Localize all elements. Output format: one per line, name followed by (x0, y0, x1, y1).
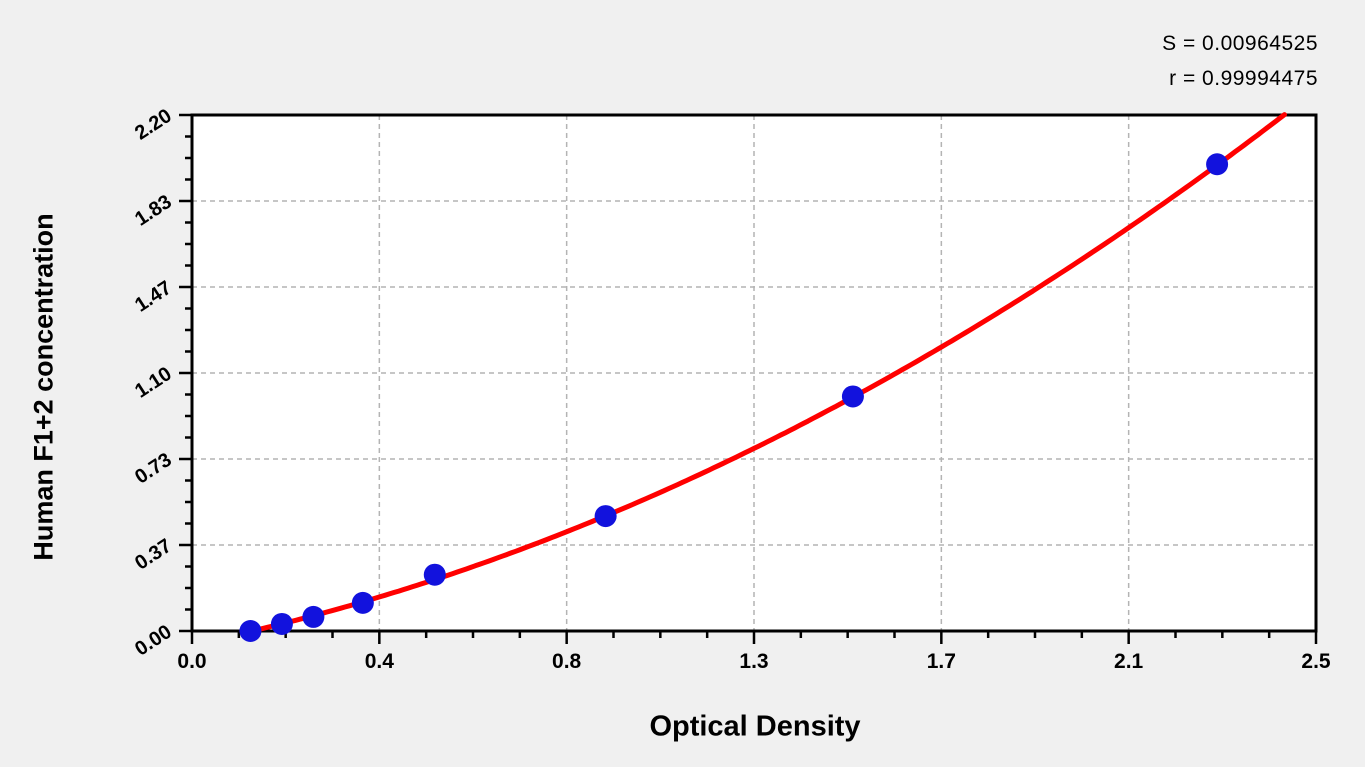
x-tick-label: 0.0 (177, 650, 207, 673)
data-point (270, 612, 293, 635)
data-point (302, 605, 325, 628)
stat-correlation: r = 0.99994475 (1169, 67, 1318, 90)
data-point (423, 563, 446, 586)
data-point (841, 385, 864, 408)
x-tick-label: 1.3 (739, 650, 769, 673)
x-tick-label: 2.1 (1114, 650, 1144, 673)
data-point (351, 591, 374, 614)
x-tick-label: 2.5 (1301, 650, 1331, 673)
x-tick-label: 1.7 (926, 650, 956, 673)
stat-standard-error: S = 0.00964525 (1162, 32, 1318, 55)
x-tick-label: 0.4 (364, 650, 394, 673)
fit-statistics: S = 0.00964525 r = 0.99994475 (1162, 26, 1318, 96)
x-tick-label: 0.8 (552, 650, 582, 673)
data-point (1206, 153, 1229, 176)
data-point (594, 505, 617, 528)
x-axis-title: Optical Density (649, 710, 861, 743)
plot-border (190, 113, 1318, 633)
fit-curve (247, 112, 1287, 634)
data-point (239, 620, 262, 642)
